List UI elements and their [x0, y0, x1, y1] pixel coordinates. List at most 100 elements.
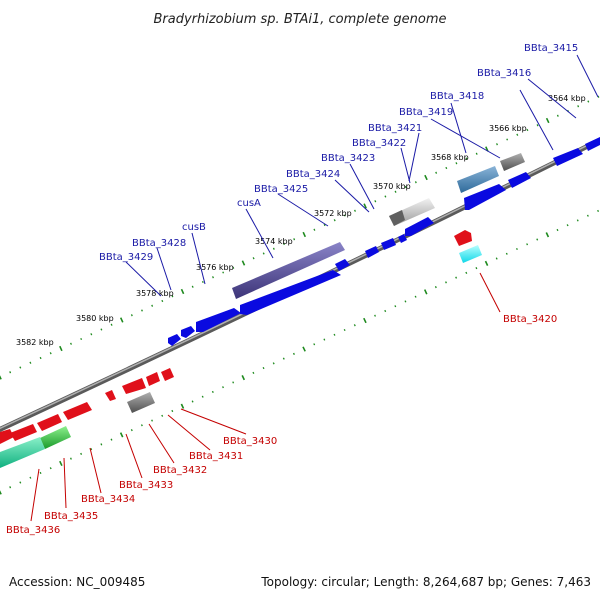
kbp-label: 3568 kbp: [431, 153, 469, 162]
gene-label-BBta_3432[interactable]: BBta_3432: [153, 465, 207, 476]
gene-arrow-fwd[interactable]: [585, 137, 600, 151]
tick-minor: [49, 352, 52, 355]
gene-label-cusB[interactable]: cusB: [182, 222, 206, 233]
forward-label-text: BBta_3415 BBta_3416 BBta_3418 BBta_3419 …: [99, 43, 578, 263]
gene-label-BBta_3418[interactable]: BBta_3418: [430, 91, 484, 102]
tick-major: [180, 288, 185, 295]
tick-minor: [496, 143, 498, 146]
tick-major: [423, 289, 428, 295]
gene-label-BBta_3420[interactable]: BBta_3420: [503, 314, 557, 325]
kbp-label: 3578 kbp: [136, 289, 174, 298]
gene-label-BBta_3424[interactable]: BBta_3424: [286, 169, 340, 180]
gene-label-BBta_3433[interactable]: BBta_3433: [119, 480, 173, 491]
gene-arrow-BBta_3435[interactable]: [40, 426, 71, 449]
gene-arrow-grey-box[interactable]: [500, 153, 525, 171]
gene-label-BBta_3436[interactable]: BBta_3436: [6, 525, 60, 536]
tick-minor: [566, 224, 569, 227]
kbp-scale: 3564 kbp 3566 kbp 3568 kbp 3570 kbp 3572…: [16, 94, 586, 347]
gene-arrow-grey-dark[interactable]: [389, 210, 405, 226]
kbp-label: 3574 kbp: [255, 237, 293, 246]
gene-arrow-rev[interactable]: [10, 424, 37, 441]
tick-minor: [435, 171, 438, 174]
kbp-label: 3576 kbp: [196, 263, 234, 272]
gene-label-cusA[interactable]: cusA: [237, 198, 261, 209]
kbp-label: 3580 kbp: [76, 314, 114, 323]
tick-minor: [313, 228, 316, 231]
tick-major: [424, 174, 428, 181]
tick-minor: [465, 271, 468, 274]
tick-minor: [272, 362, 275, 365]
tick-minor: [536, 238, 539, 241]
tick-minor: [353, 324, 356, 327]
tick-minor: [374, 314, 376, 317]
gene-arrow-rev[interactable]: [63, 402, 92, 420]
tick-major: [363, 203, 367, 209]
gene-arrow-rev[interactable]: [0, 429, 14, 444]
kbp-label: 3582 kbp: [16, 338, 54, 347]
gene-label-BBta_3431[interactable]: BBta_3431: [189, 451, 243, 462]
tick-track-inner: [0, 209, 599, 495]
tick-minor: [354, 209, 356, 212]
gene-label-BBta_3416[interactable]: BBta_3416: [477, 68, 531, 79]
tick-minor: [9, 486, 12, 489]
gene-arrow-fwd[interactable]: [508, 172, 531, 188]
gene-arrow-BBta_3436[interactable]: [0, 437, 45, 468]
gene-label-BBta_3415[interactable]: BBta_3415: [524, 43, 578, 54]
gene-arrow-fwd[interactable]: [196, 308, 241, 332]
forward-labels: [125, 54, 599, 297]
tick-minor: [343, 328, 346, 332]
gene-arrow-steel[interactable]: [457, 166, 499, 193]
gene-arrow-rev[interactable]: [37, 414, 62, 431]
tick-minor: [434, 286, 437, 289]
tick-minor: [272, 247, 275, 250]
tick-minor: [110, 323, 113, 326]
forward-genes: [168, 137, 600, 346]
tick-minor: [90, 333, 93, 336]
gene-label-BBta_3434[interactable]: BBta_3434: [81, 494, 135, 505]
tick-major: [241, 375, 246, 381]
gene-label-BBta_3421[interactable]: BBta_3421: [368, 123, 422, 134]
gene-arrow-fwd[interactable]: [240, 270, 341, 315]
gene-arrow-fwd[interactable]: [381, 238, 396, 250]
gene-label-BBta_3429[interactable]: BBta_3429: [99, 252, 153, 263]
gene-label-BBta_3430[interactable]: BBta_3430: [223, 436, 277, 447]
gene-label-BBta_3428[interactable]: BBta_3428: [132, 238, 186, 249]
tick-minor: [90, 448, 93, 451]
gene-label-BBta_3419[interactable]: BBta_3419: [399, 107, 453, 118]
gene-label-BBta_3425[interactable]: BBta_3425: [254, 184, 308, 195]
gene-arrow-cusA[interactable]: [232, 242, 345, 299]
tick-minor: [404, 185, 407, 189]
gene-arrow-fwd[interactable]: [464, 184, 506, 210]
gene-arrow-fwd[interactable]: [553, 148, 583, 166]
tick-minor: [212, 276, 214, 279]
tick-minor: [252, 371, 255, 374]
gene-arrow-fwd[interactable]: [405, 217, 434, 236]
gene-arrow-grey-rev[interactable]: [127, 392, 155, 413]
kbp-label: 3564 kbp: [548, 94, 586, 103]
tick-minor: [29, 361, 32, 364]
tick-minor: [516, 133, 519, 136]
gene-arrow-fwd[interactable]: [365, 246, 379, 258]
tick-minor: [140, 424, 143, 427]
tick-minor: [39, 471, 42, 475]
tick-minor: [29, 476, 32, 479]
gene-arrow-fwd[interactable]: [398, 234, 407, 243]
gene-label-BBta_3435[interactable]: BBta_3435: [44, 511, 98, 522]
gene-arrow-rev[interactable]: [122, 378, 146, 394]
tick-major: [545, 117, 550, 124]
kbp-label: 3570 kbp: [373, 182, 411, 191]
gene-arrow-rev[interactable]: [161, 368, 174, 381]
gene-arrow-fwd[interactable]: [335, 259, 350, 271]
gene-arrow-fwd[interactable]: [168, 334, 181, 346]
gene-label-BBta_3422[interactable]: BBta_3422: [352, 138, 406, 149]
gene-arrow-fwd[interactable]: [181, 326, 195, 338]
tick-minor: [516, 247, 518, 251]
gene-arrow-rev[interactable]: [105, 390, 116, 401]
gene-arrow-BBta_3420[interactable]: [459, 245, 482, 263]
gene-label-BBta_3423[interactable]: BBta_3423: [321, 153, 375, 164]
gene-arrow-rev[interactable]: [454, 230, 472, 246]
gene-arrow-rev[interactable]: [146, 372, 160, 386]
tick-minor: [526, 128, 529, 132]
tick-minor: [211, 390, 214, 394]
tick-minor: [19, 481, 22, 484]
